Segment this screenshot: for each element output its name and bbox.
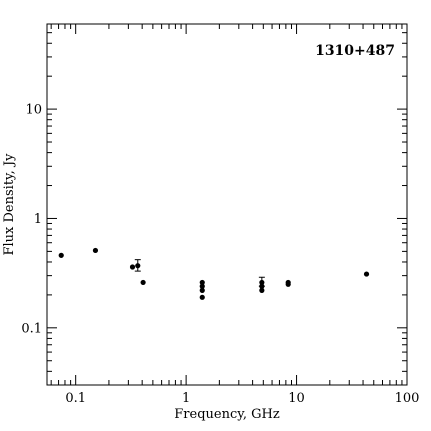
data-point xyxy=(199,294,205,300)
x-tick-label: 10 xyxy=(288,391,305,406)
data-point xyxy=(199,287,205,293)
y-axis-title: Flux Density, Jy xyxy=(2,153,17,256)
data-point xyxy=(259,287,265,293)
data-point xyxy=(259,279,265,286)
data-point xyxy=(259,283,265,289)
data-point xyxy=(135,263,141,269)
data-point xyxy=(199,283,205,289)
y-tick-label: 0.1 xyxy=(21,321,42,336)
data-point xyxy=(58,252,64,258)
x-tick-label: 100 xyxy=(395,391,420,406)
tick-labels: 0.1 1 10 100 0.1 1 10 xyxy=(21,103,419,406)
data-point xyxy=(199,279,205,286)
plot-frame xyxy=(46,23,408,386)
source-annotation: 1310+487 xyxy=(315,43,395,59)
data-point xyxy=(129,264,136,270)
y-tick-label: 10 xyxy=(25,103,42,118)
y-tick-label: 1 xyxy=(34,212,42,227)
data-point xyxy=(285,281,291,287)
x-tick-label: 0.1 xyxy=(65,391,86,406)
axis-ticks xyxy=(47,23,408,386)
data-point xyxy=(363,271,370,277)
x-axis-title: Frequency, GHz xyxy=(174,407,280,422)
x-tick-label: 1 xyxy=(182,391,190,406)
data-point xyxy=(92,247,99,254)
data-point xyxy=(140,279,146,286)
data-points xyxy=(58,247,370,300)
